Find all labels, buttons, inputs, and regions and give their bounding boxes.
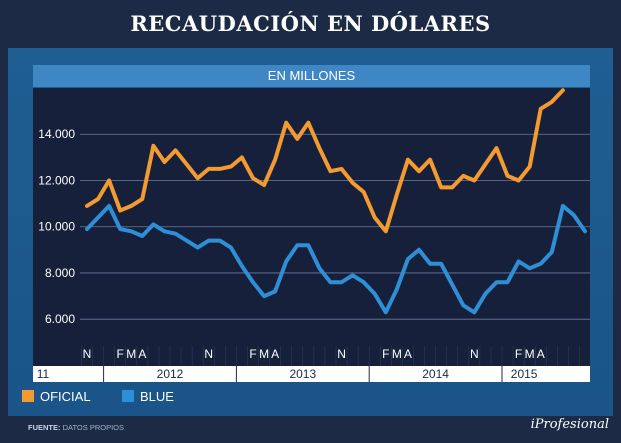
y-tick-label: 12.000 [38, 173, 75, 187]
legend-swatch-oficial [22, 390, 34, 402]
legend-label-blue: BLUE [140, 388, 174, 404]
legend-label-oficial: OFICIAL [40, 388, 91, 404]
series-line-blue [85, 203, 587, 315]
series-line-oficial [85, 88, 565, 234]
chart-subtitle: EN MILLONES [33, 65, 590, 87]
brand-logo: iProfesional [530, 417, 609, 432]
source-note: FUENTE: DATOS PROPIOS [28, 423, 124, 432]
year-label: 2014 [422, 367, 449, 381]
source-text: DATOS PROPIOS [62, 423, 124, 432]
year-label: 2013 [289, 367, 316, 381]
legend-item-oficial: OFICIAL [22, 388, 91, 404]
y-tick-label: 8.000 [45, 266, 75, 280]
x-tick-label: M [126, 347, 136, 361]
year-label: 2015 [511, 367, 538, 381]
year-band [33, 366, 590, 382]
source-label: FUENTE: [28, 423, 61, 432]
x-tick-label: N [337, 347, 346, 361]
x-tick-label: N [83, 347, 92, 361]
x-tick-label: N [204, 347, 213, 361]
x-tick-label: A [537, 347, 545, 361]
x-tick-label: A [404, 347, 412, 361]
year-label: 11 [37, 367, 50, 381]
x-tick-label: F [249, 347, 256, 361]
x-tick-label: N [470, 347, 479, 361]
y-tick-label: 6.000 [45, 312, 75, 326]
x-tick-label: A [271, 347, 279, 361]
year-label: 2012 [157, 367, 184, 381]
y-tick-label: 10.000 [38, 220, 75, 234]
legend-item-blue: BLUE [122, 388, 174, 404]
x-tick-label: A [138, 347, 146, 361]
x-tick-label: F [117, 347, 124, 361]
x-tick-label: M [392, 347, 402, 361]
x-tick-label: F [515, 347, 522, 361]
x-tick-label: M [259, 347, 269, 361]
x-tick-label: M [525, 347, 535, 361]
y-tick-label: 14.000 [38, 127, 75, 141]
x-tick-label: F [382, 347, 389, 361]
chart-title: RECAUDACIÓN EN DÓLARES [130, 11, 491, 36]
legend-swatch-blue [122, 390, 134, 402]
